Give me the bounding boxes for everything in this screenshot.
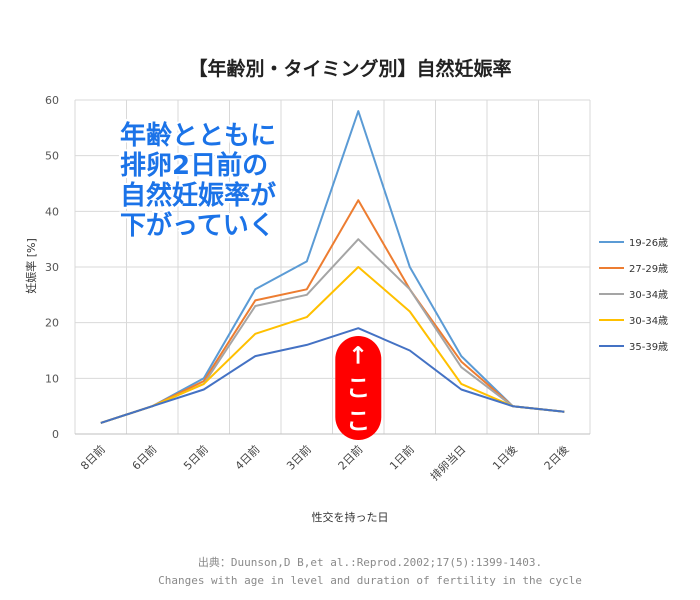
legend-entry: 19-26歳: [629, 237, 668, 249]
x-tick-label: 2日後: [541, 442, 571, 472]
legend: 19-26歳 27-29歳 30-34歳 30-34歳 35-39歳: [599, 237, 668, 353]
x-tick-label: 4日前: [232, 442, 262, 472]
x-tick-label: 6日前: [129, 442, 159, 472]
here-marker-char-3: こ: [346, 407, 370, 435]
y-tick-label: 60: [45, 94, 59, 107]
callout-line-2: 排卵2日前の: [120, 150, 268, 181]
series-lines: [100, 110, 565, 424]
x-axis-ticks: 8日前 6日前 5日前 4日前 3日前 2日前 1日前 排卵当日 1日後 2日後: [77, 442, 571, 483]
series-line-1: [100, 110, 565, 424]
y-tick-label: 0: [52, 428, 59, 441]
y-tick-label: 40: [45, 205, 59, 218]
x-axis-title: 性交を持った日: [312, 510, 389, 524]
callout-line-4: 下がっていく: [120, 210, 275, 241]
x-tick-label: 1日後: [489, 442, 519, 472]
here-marker-badge: [335, 336, 382, 440]
series-line-4: [100, 266, 565, 424]
callout-line-3: 自然妊娠率が: [120, 180, 276, 211]
legend-entry: 30-34歳: [629, 289, 668, 301]
y-tick-label: 50: [45, 150, 59, 163]
legend-entry: 35-39歳: [629, 341, 668, 353]
y-tick-label: 10: [45, 372, 59, 385]
y-tick-label: 20: [45, 317, 59, 330]
legend-entry: 27-29歳: [629, 263, 668, 275]
series-line-2: [100, 199, 565, 424]
here-marker-char-1: ←: [344, 345, 372, 365]
grid: [74, 99, 591, 435]
legend-entry: 30-34歳: [629, 315, 668, 327]
x-tick-label: 2日前: [335, 442, 365, 472]
series-line-5: [100, 327, 565, 424]
callout-line-1: 年齢とともに: [120, 120, 276, 151]
x-tick-label: 排卵当日: [427, 442, 468, 483]
x-tick-label: 1日前: [386, 442, 416, 472]
x-tick-label: 5日前: [180, 442, 210, 472]
source-line-1: 出典：Duunson,D B,et al.:Reprod.2002;17(5):…: [198, 555, 542, 569]
y-axis-title: 妊娠率 [%]: [24, 238, 38, 294]
chart-title: 【年齢別・タイミング別】自然妊娠率: [188, 57, 511, 80]
y-axis-ticks: 0 10 20 30 40 50 60: [45, 94, 59, 441]
source-line-2: Changes with age in level and duration o…: [158, 574, 582, 587]
here-marker: ← こ こ: [335, 336, 382, 440]
x-tick-label: 3日前: [283, 442, 313, 472]
callout-text: 年齢とともに 排卵2日前の 自然妊娠率が 下がっていく: [118, 118, 278, 243]
here-marker-char-2: こ: [346, 374, 370, 402]
y-tick-label: 30: [45, 261, 59, 274]
x-tick-label: 8日前: [77, 442, 107, 472]
